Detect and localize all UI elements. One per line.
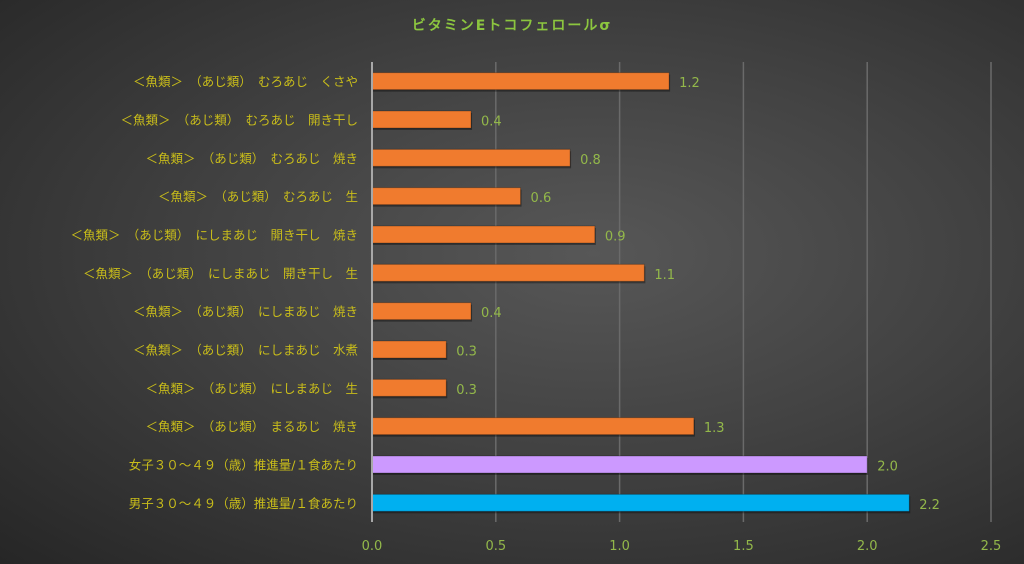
bar [371, 340, 447, 359]
bar [371, 455, 868, 474]
category-label: ＜魚類＞ （あじ類） にしまあじ 水煮 [133, 343, 358, 358]
data-label: 0.6 [531, 191, 552, 206]
bar [371, 493, 910, 512]
bar [371, 378, 447, 397]
x-tick-label: 2.5 [981, 539, 1002, 554]
data-label: 1.2 [679, 76, 700, 91]
chart-title: ビタミンEトコフェロールσ [412, 18, 612, 34]
x-tick-label: 1.0 [609, 539, 630, 554]
bar [371, 148, 571, 167]
data-label: 1.3 [704, 421, 725, 436]
category-label: ＜魚類＞ （あじ類） むろあじ くさや [133, 74, 358, 89]
gridlines [495, 62, 992, 522]
x-tick-label: 0.5 [485, 539, 506, 554]
data-label: 0.8 [580, 153, 601, 168]
data-label: 0.4 [481, 306, 502, 321]
category-label: 女子３０～４９（歳）推進量/１食あたり [129, 458, 358, 473]
bar [371, 110, 472, 129]
category-label: ＜魚類＞ （あじ類） むろあじ 焼き [145, 151, 358, 166]
bar [371, 302, 472, 321]
x-tick-label: 2.0 [857, 539, 878, 554]
bars: ＜魚類＞ （あじ類） むろあじ くさや 1.2 ＜魚類＞ （あじ類） むろあじ 開き… [70, 72, 940, 514]
x-axis-ticks: 0.0 0.5 1.0 1.5 2.0 2.5 [362, 539, 1002, 554]
category-label: ＜魚類＞ （あじ類） むろあじ 開き干し [120, 113, 358, 128]
bar [371, 225, 596, 244]
category-label: 男子３０～４９（歳）推進量/１食あたり [129, 496, 358, 511]
category-label: ＜魚類＞ （あじ類） まるあじ 焼き [145, 419, 358, 434]
x-tick-label: 0.0 [362, 539, 383, 554]
category-label: ＜魚類＞ （あじ類） にしまあじ 開き干し 焼き [70, 228, 358, 243]
category-label: ＜魚類＞ （あじ類） むろあじ 生 [158, 189, 358, 204]
bar [371, 187, 522, 206]
data-label: 2.0 [877, 460, 898, 475]
data-label: 0.9 [605, 230, 626, 245]
bar [371, 72, 670, 91]
data-label: 0.4 [481, 115, 502, 130]
bar [371, 263, 645, 282]
data-label: 2.2 [919, 498, 940, 513]
bar [371, 417, 695, 436]
category-label: ＜魚類＞ （あじ類） にしまあじ 焼き [133, 304, 358, 319]
data-label: 1.1 [654, 268, 675, 283]
x-tick-label: 1.5 [733, 539, 754, 554]
category-label: ＜魚類＞ （あじ類） にしまあじ 生 [145, 381, 358, 396]
data-label: 0.3 [456, 345, 477, 360]
category-label: ＜魚類＞ （あじ類） にしまあじ 開き干し 生 [83, 266, 358, 281]
data-label: 0.3 [456, 383, 477, 398]
